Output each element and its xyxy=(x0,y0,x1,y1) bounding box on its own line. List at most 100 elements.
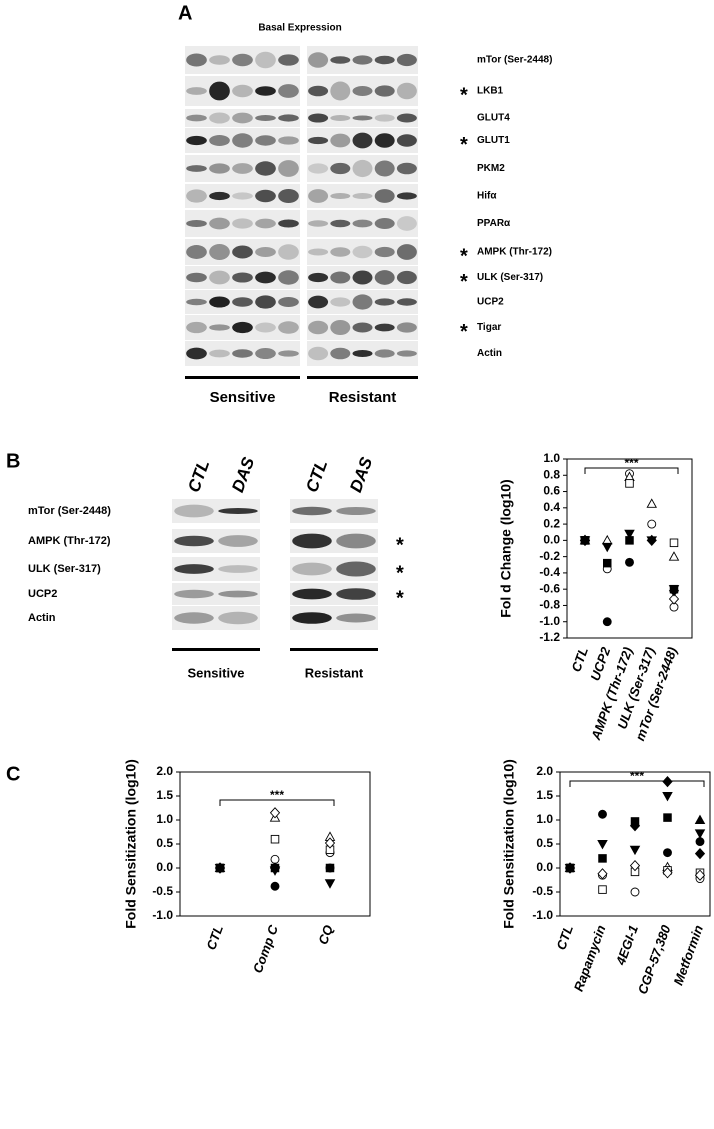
blot-band xyxy=(255,189,276,203)
point xyxy=(694,829,706,839)
blot-band xyxy=(255,51,276,69)
blot-band xyxy=(308,85,329,97)
blot-band xyxy=(396,270,417,285)
blot-band xyxy=(330,192,351,200)
blot-band xyxy=(174,504,214,518)
blot-band xyxy=(292,612,332,624)
point xyxy=(601,542,613,553)
significance-mark: * xyxy=(396,562,404,584)
blot-label: PPARα xyxy=(477,218,511,229)
x-tick-label: CTL xyxy=(568,645,591,674)
blot-strip xyxy=(185,109,300,127)
blot-band xyxy=(308,272,329,283)
point xyxy=(564,862,576,874)
blot-band xyxy=(374,55,395,65)
x-tick-label: CTL xyxy=(553,923,576,952)
y-tick-label: -1.2 xyxy=(539,630,560,644)
blot-band xyxy=(186,245,207,259)
blot-band xyxy=(174,612,214,624)
point xyxy=(602,617,612,627)
blot-band xyxy=(255,295,276,309)
blot-band xyxy=(255,322,276,333)
blot-band xyxy=(396,113,417,123)
x-tick-label: CQ xyxy=(315,923,336,946)
point xyxy=(663,848,672,858)
point xyxy=(663,813,672,822)
blot-band xyxy=(330,219,351,228)
point xyxy=(325,863,335,873)
point xyxy=(597,839,608,850)
point xyxy=(629,820,641,832)
blot-band xyxy=(186,189,207,203)
blot-band xyxy=(186,135,207,146)
blot-band xyxy=(308,346,329,361)
point xyxy=(662,775,673,788)
blot-label: AMPK (Thr-172) xyxy=(477,247,552,258)
blot-band xyxy=(278,114,299,122)
blot-band xyxy=(209,296,230,308)
blot-band xyxy=(308,113,329,123)
blot-band xyxy=(330,247,351,257)
y-tick-label: 0.8 xyxy=(543,467,560,481)
blot-strip xyxy=(185,76,300,106)
lane-label: CTL xyxy=(302,457,331,495)
blot-band xyxy=(374,160,395,177)
point xyxy=(597,868,608,880)
blot-label: GLUT1 xyxy=(477,135,510,146)
blot-band xyxy=(374,298,395,306)
blot-band xyxy=(278,270,299,285)
blot-band xyxy=(186,114,207,122)
y-tick-label: 0.0 xyxy=(156,860,173,874)
y-axis-label: Fol d Change (log10) xyxy=(498,479,514,617)
blot-band xyxy=(352,132,373,149)
blot-band xyxy=(278,136,299,145)
annotation: *** xyxy=(630,769,644,783)
blot-band xyxy=(352,55,373,65)
lane-label: DAS xyxy=(228,454,258,495)
blot-band xyxy=(209,244,230,260)
blot-band xyxy=(218,565,258,573)
blot-band xyxy=(374,349,395,358)
point xyxy=(214,862,226,874)
y-tick-label: -0.5 xyxy=(532,884,553,898)
blot-band xyxy=(352,86,373,96)
blot-band xyxy=(374,189,395,203)
y-tick-label: 2.0 xyxy=(536,764,553,778)
y-tick-label: 0.2 xyxy=(543,516,560,530)
y-tick-label: 0.6 xyxy=(543,484,560,498)
blot-label: Actin xyxy=(477,348,502,359)
blot-band xyxy=(209,324,230,331)
blot-band xyxy=(209,81,230,101)
blot-band xyxy=(330,297,351,307)
y-tick-label: 0.5 xyxy=(536,836,553,850)
point xyxy=(624,529,635,540)
blot-band xyxy=(352,193,373,199)
blot-band xyxy=(396,53,417,67)
blot-band xyxy=(396,192,417,200)
blot-band xyxy=(336,507,376,515)
blot-band xyxy=(232,133,253,148)
group-bar xyxy=(307,376,418,379)
group-label: Sensitive xyxy=(187,665,244,680)
group-label: Resistant xyxy=(305,665,364,680)
blot-band xyxy=(396,298,417,306)
blot-label: mTor (Ser-2448) xyxy=(28,505,111,517)
y-tick-label: -1.0 xyxy=(152,908,173,922)
point xyxy=(668,585,680,597)
point xyxy=(668,593,680,605)
group-bar xyxy=(290,648,378,651)
point xyxy=(629,859,641,872)
blot-strip xyxy=(307,210,418,237)
blot-band xyxy=(278,296,299,308)
blot-band xyxy=(186,165,207,172)
y-tick-label: -1.0 xyxy=(532,908,553,922)
blot-band xyxy=(308,320,329,335)
x-tick-label: Metformin xyxy=(670,923,706,987)
y-tick-label: 2.0 xyxy=(156,764,173,778)
blot-band xyxy=(209,349,230,358)
point xyxy=(694,869,706,881)
blot-band xyxy=(174,564,214,574)
point xyxy=(646,498,658,508)
blot-band xyxy=(308,248,329,256)
blot-band xyxy=(209,163,230,174)
